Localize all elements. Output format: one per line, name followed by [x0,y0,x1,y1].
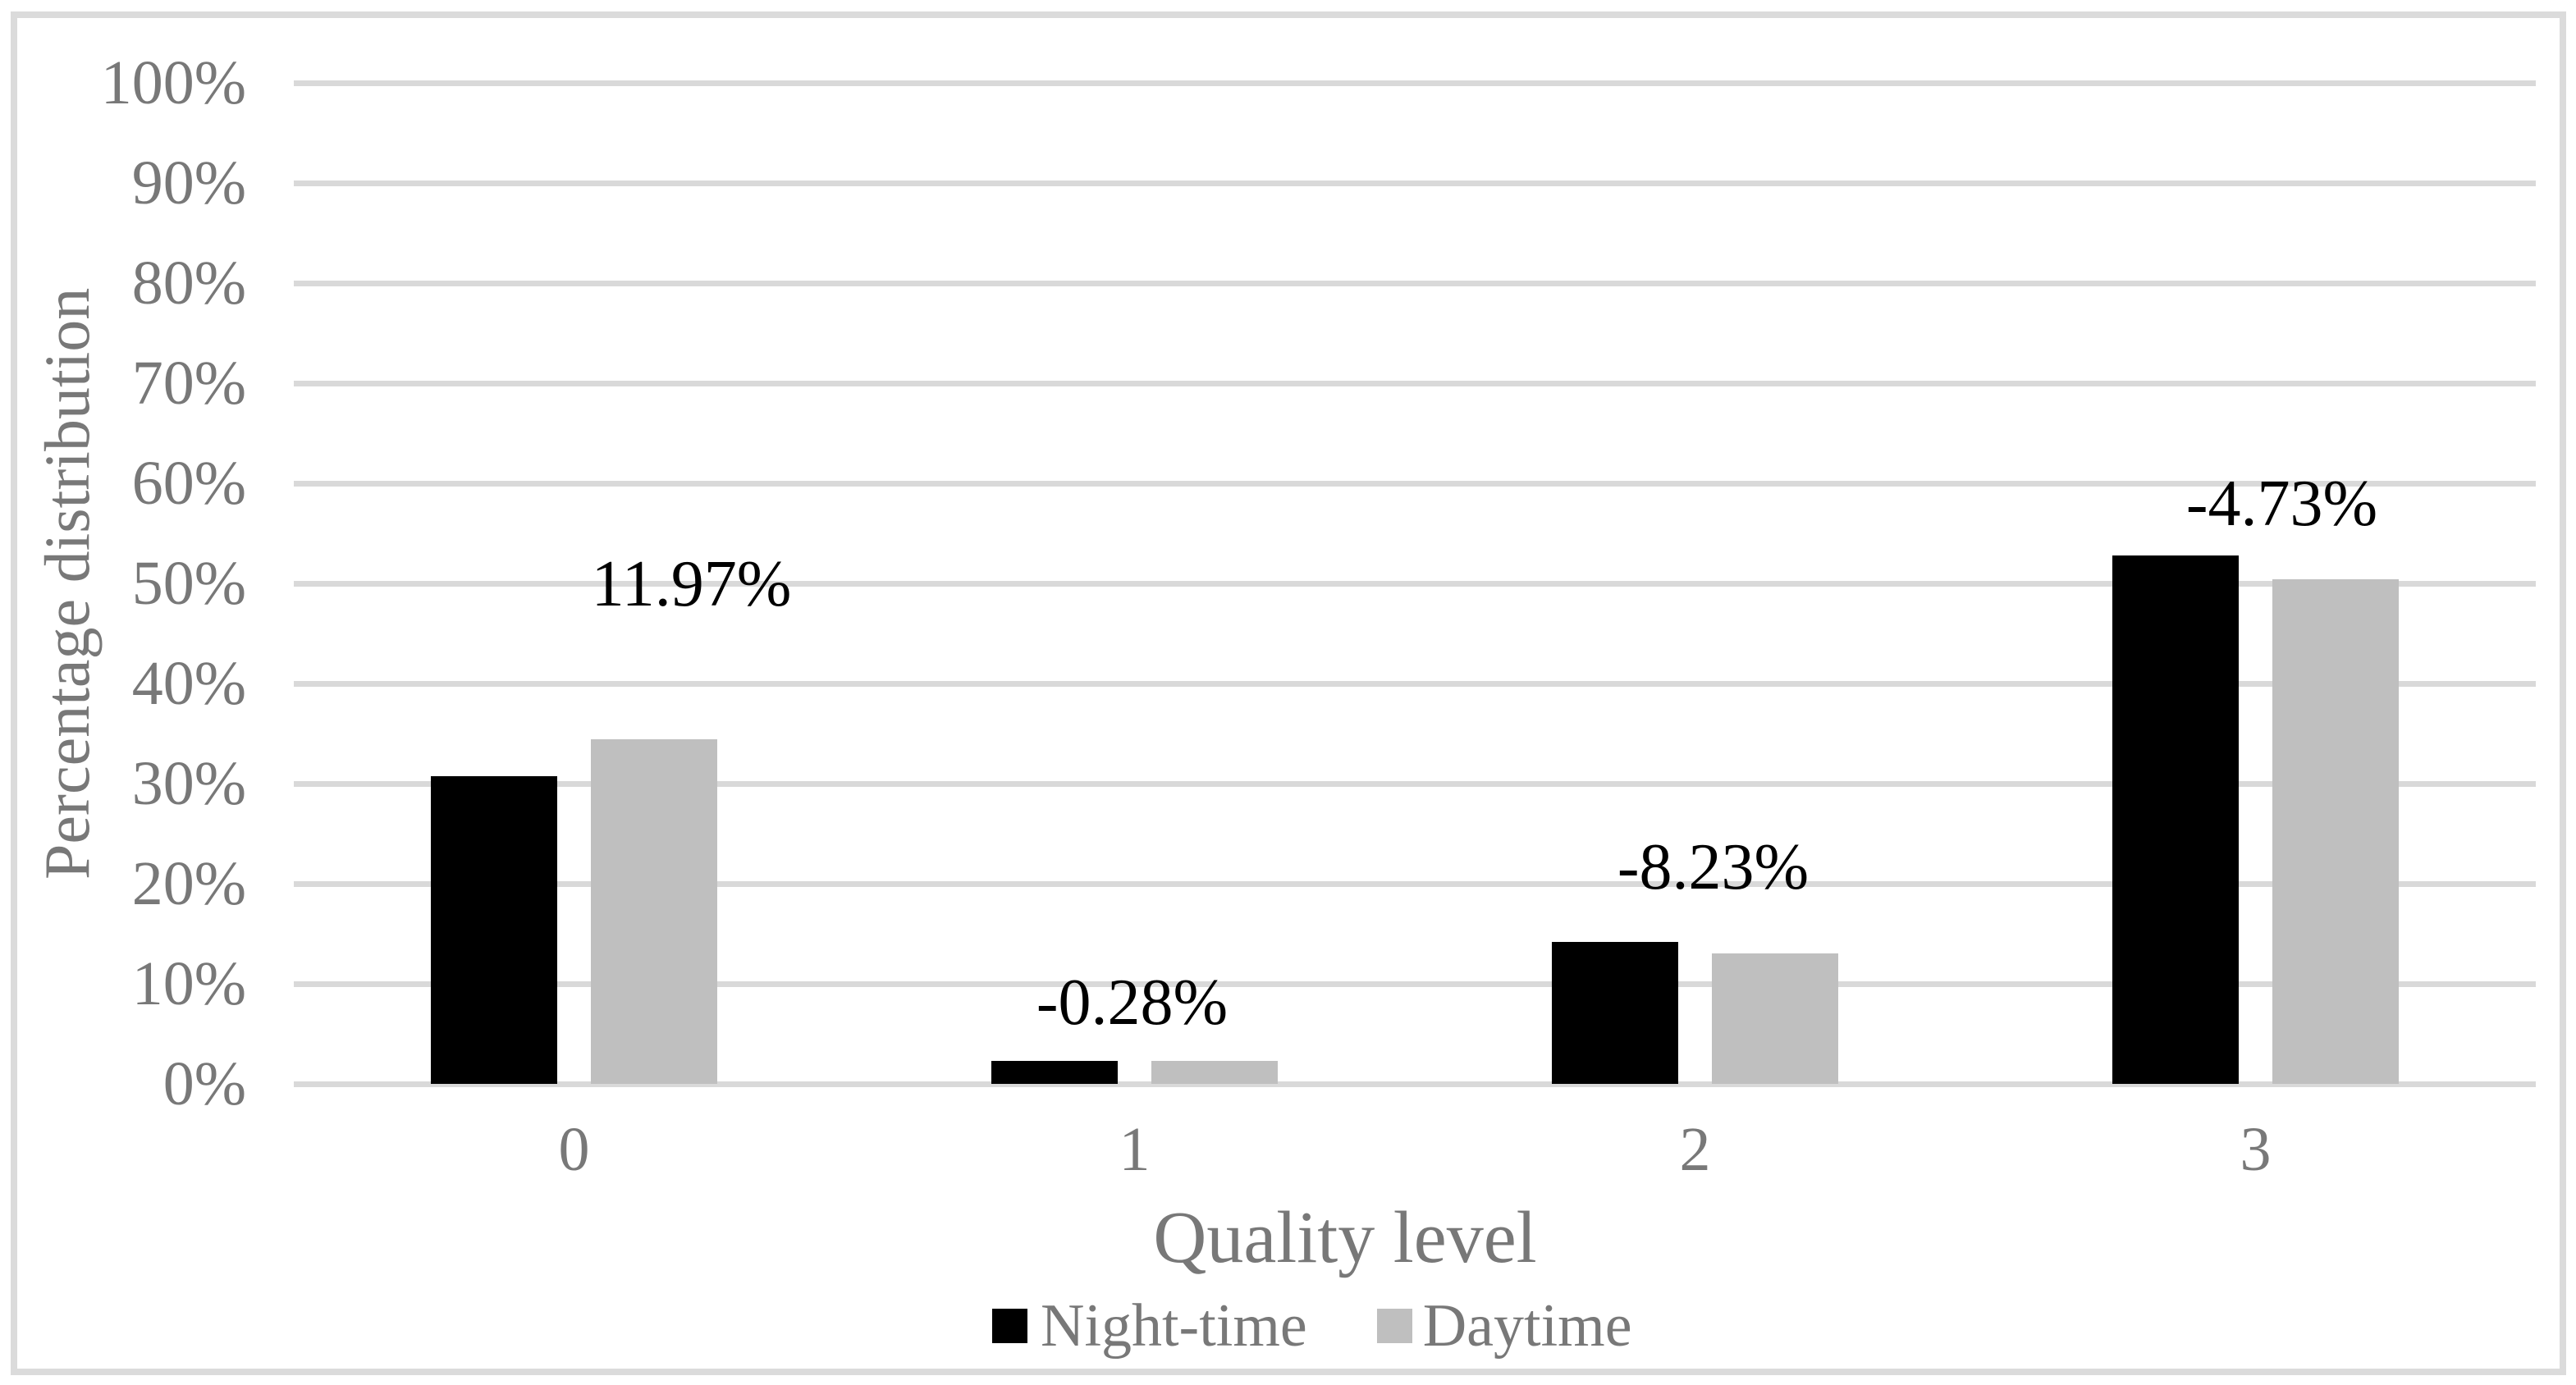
bar-daytime [591,739,717,1084]
bar-daytime [2272,579,2399,1084]
x-tick-label: 0 [558,1115,590,1184]
y-tick-label: 30% [131,749,246,818]
y-tick-label: 0% [162,1049,246,1118]
gridline [294,181,2536,186]
y-tick-label: 60% [131,449,246,518]
y-tick-label: 20% [131,849,246,918]
bar-daytime [1712,953,1838,1084]
gridline [294,681,2536,687]
x-tick-label: 2 [1679,1115,1711,1184]
gridline [294,581,2536,587]
data-label: -0.28% [1036,966,1229,1039]
gridline [294,481,2536,487]
y-tick-label: 10% [131,949,246,1018]
chart-frame-border [11,11,2566,1375]
data-label: 11.97% [591,548,792,621]
x-tick-label: 3 [2240,1115,2272,1184]
legend-item-night-time: Night-time [992,1294,1307,1358]
gridline [294,1081,2536,1087]
y-tick-label: 80% [131,249,246,318]
gridline [294,80,2536,86]
plot-area [294,80,2536,1087]
legend-key-daytime-icon [1376,1309,1412,1343]
y-tick-label: 100% [100,48,246,117]
legend-item-daytime: Daytime [1376,1292,1632,1360]
legend-label-night-time: Night-time [1041,1292,1307,1360]
gridline [294,981,2536,987]
gridline [294,381,2536,386]
y-tick-label: 90% [131,149,246,217]
legend: Night-time Daytime [992,1291,1632,1360]
y-tick-label: 70% [131,349,246,418]
y-tick-label: 50% [131,549,246,618]
x-axis-title: Quality level [1153,1197,1537,1278]
y-tick-label: 40% [131,649,246,718]
legend-label-daytime: Daytime [1422,1292,1632,1360]
bar-night-time [2112,555,2239,1084]
bar-night-time [991,1060,1118,1084]
legend-key-night-time-icon [992,1309,1027,1343]
gridline [294,781,2536,787]
gridline [294,281,2536,286]
data-label: -4.73% [2185,467,2378,540]
gridline [294,881,2536,887]
data-label: -8.23% [1617,830,1810,903]
bar-night-time [1552,941,1678,1084]
bar-daytime [1151,1060,1278,1084]
bar-night-time [431,776,557,1084]
x-tick-label: 1 [1119,1115,1151,1184]
